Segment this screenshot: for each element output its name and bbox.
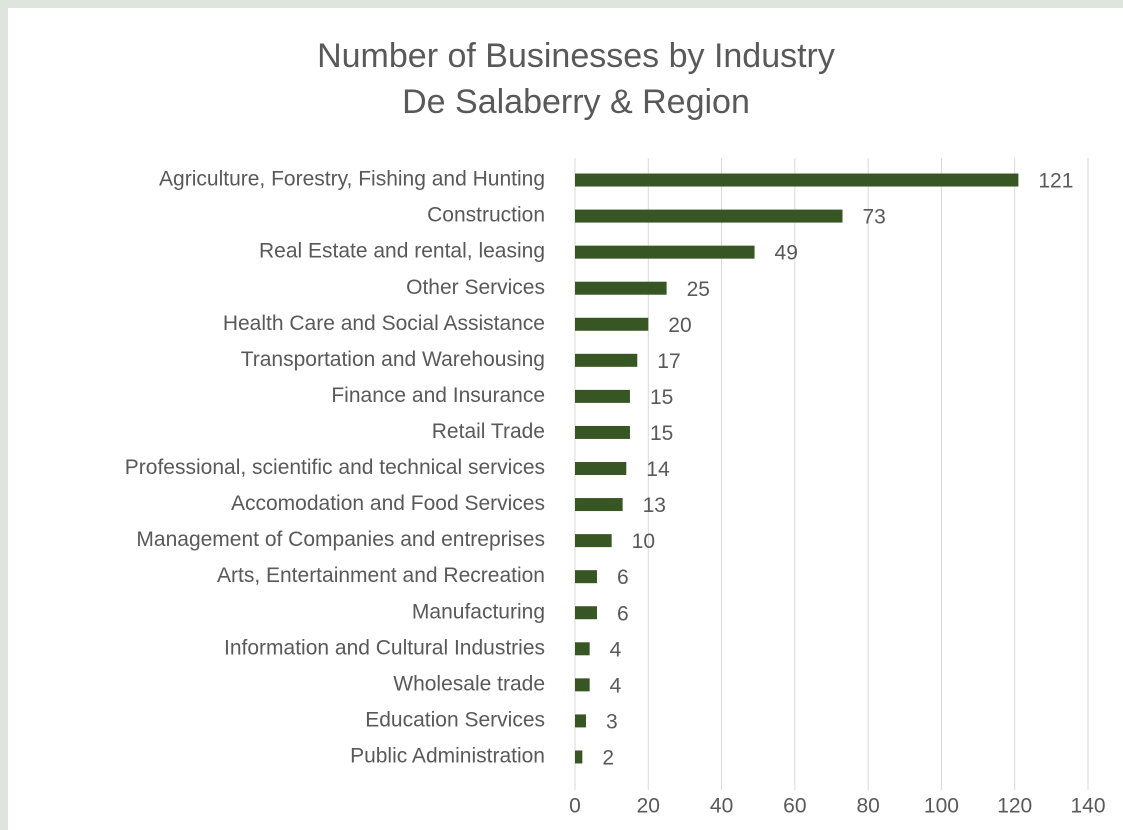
y-tick-label: Real Estate and rental, leasing — [259, 240, 545, 263]
y-tick-label: Public Administration — [350, 745, 545, 768]
y-tick-label: Information and Cultural Industries — [224, 636, 545, 659]
value-label: 15 — [650, 386, 673, 409]
value-label: 17 — [657, 350, 680, 373]
bar — [575, 425, 630, 439]
bar — [575, 750, 583, 764]
y-tick-label: Agriculture, Forestry, Fishing and Hunti… — [159, 168, 545, 191]
y-tick-label: Transportation and Warehousing — [241, 348, 545, 371]
chart-panel — [8, 8, 1123, 830]
y-tick-label: Arts, Entertainment and Recreation — [217, 564, 545, 587]
chart-subtitle: De Salaberry & Region — [402, 83, 750, 121]
y-tick-label: Health Care and Social Assistance — [223, 312, 545, 335]
value-label: 14 — [646, 458, 670, 481]
y-tick-label: Management of Companies and entreprises — [136, 528, 545, 551]
y-tick-label: Other Services — [406, 276, 545, 299]
bar — [575, 714, 586, 728]
value-label: 20 — [668, 314, 691, 337]
value-label: 4 — [610, 674, 622, 697]
value-label: 13 — [643, 494, 666, 517]
x-tick-label: 100 — [924, 795, 959, 818]
bar — [575, 389, 630, 403]
y-tick-label: Manufacturing — [412, 600, 545, 623]
value-label: 3 — [606, 710, 618, 733]
bar — [575, 606, 597, 620]
bar — [575, 353, 638, 367]
bar — [575, 173, 1019, 187]
x-tick-label: 40 — [710, 795, 733, 818]
bar — [575, 534, 612, 548]
bar — [575, 462, 627, 475]
y-tick-label: Education Services — [365, 708, 545, 731]
x-tick-label: 80 — [856, 795, 879, 818]
bar — [575, 498, 623, 512]
y-tick-label: Retail Trade — [432, 420, 545, 443]
bar — [575, 209, 843, 223]
x-tick-label: 60 — [783, 795, 806, 818]
value-label: 15 — [650, 422, 673, 445]
value-label: 25 — [687, 278, 710, 301]
value-label: 49 — [775, 242, 798, 265]
value-label: 6 — [617, 602, 629, 625]
y-tick-label: Professional, scientific and technical s… — [125, 456, 545, 479]
chart-title: Number of Businesses by Industry — [317, 37, 835, 75]
value-label: 6 — [617, 566, 629, 589]
value-label: 73 — [862, 206, 885, 229]
bar — [575, 281, 667, 295]
y-tick-label: Finance and Insurance — [331, 384, 545, 407]
x-tick-label: 20 — [637, 795, 660, 818]
y-tick-label: Wholesale trade — [393, 672, 545, 695]
bar — [575, 317, 649, 331]
value-label: 10 — [632, 530, 655, 553]
bar — [575, 678, 590, 692]
bar — [575, 245, 755, 259]
x-tick-label: 0 — [569, 795, 581, 818]
y-tick-label: Construction — [427, 204, 545, 227]
x-tick-label: 120 — [997, 795, 1032, 818]
x-tick-label: 140 — [1070, 795, 1105, 818]
bar — [575, 570, 597, 584]
value-label: 4 — [610, 638, 622, 661]
bar — [575, 642, 590, 656]
value-label: 121 — [1038, 170, 1073, 193]
value-label: 2 — [602, 747, 614, 770]
y-tick-label: Accomodation and Food Services — [231, 492, 545, 515]
